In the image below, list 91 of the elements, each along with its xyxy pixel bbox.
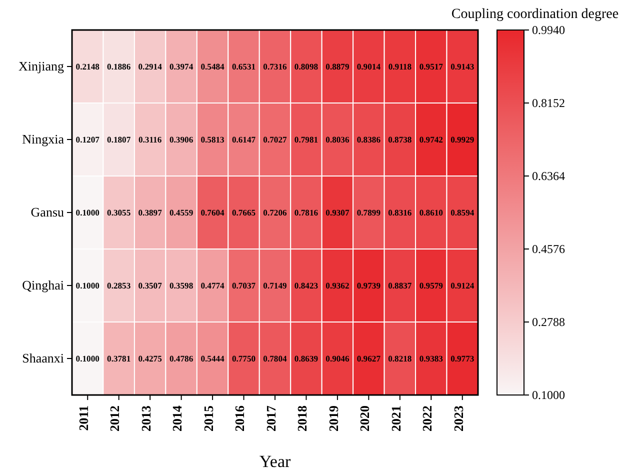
data-label: 0.7149	[263, 280, 287, 291]
color-bar-label: 0.6364	[532, 168, 565, 183]
data-label: 0.9517	[419, 62, 444, 72]
data-label: 0.9046	[326, 354, 350, 364]
color-bar-label: 0.2788	[532, 314, 565, 329]
x-tick-label: 2020	[357, 406, 372, 432]
data-label: 0.9362	[326, 280, 350, 291]
data-label: 0.3055	[107, 208, 131, 218]
data-label: 0.4774	[200, 280, 226, 291]
color-bar-label: 0.4576	[532, 242, 565, 256]
data-label: 0.9773	[450, 354, 474, 364]
x-tick-label: 2021	[388, 406, 404, 432]
y-tick-label: Ningxia	[22, 132, 64, 147]
data-label: 0.7027	[263, 134, 288, 145]
x-tick-label: 2018	[294, 405, 310, 432]
color-bar-label: 0.8152	[532, 96, 565, 110]
data-label: 0.9014	[356, 62, 382, 72]
data-label: 0.2148	[76, 62, 100, 72]
data-label: 0.5813	[200, 134, 224, 145]
data-label: 0.8738	[388, 134, 412, 145]
data-label: 0.8837	[388, 280, 412, 291]
data-label: 0.9742	[419, 134, 443, 145]
data-label: 0.9579	[419, 280, 443, 291]
data-label: 0.8098	[294, 62, 319, 72]
color-bar-label: 0.1000	[532, 388, 565, 402]
data-label: 0.8639	[294, 354, 318, 364]
y-tick-label: Xinjiang	[18, 58, 64, 74]
data-label: 0.8218	[388, 354, 412, 364]
data-label: 0.4275	[138, 354, 162, 364]
data-label: 0.3781	[107, 354, 131, 364]
data-label: 0.1886	[107, 62, 132, 72]
data-label: 0.8594	[450, 208, 475, 218]
y-tick-label: Gansu	[30, 204, 64, 220]
data-label: 0.8423	[294, 280, 318, 291]
data-label: 0.6147	[232, 134, 256, 145]
data-label: 0.2914	[138, 62, 163, 72]
data-label: 0.8610	[419, 208, 443, 218]
data-label: 0.9118	[388, 62, 412, 72]
data-label: 0.5484	[200, 62, 226, 72]
data-label: 0.9307	[326, 208, 350, 218]
data-label: 0.9124	[450, 280, 475, 291]
data-label: 0.9627	[356, 354, 382, 364]
data-label: 0.3598	[169, 280, 194, 291]
data-label: 0.8879	[326, 62, 350, 72]
data-label: 0.7750	[232, 354, 256, 364]
color-bar-title: Coupling coordination degree	[451, 7, 619, 22]
data-label: 0.3116	[138, 134, 162, 145]
x-axis-title: Year	[259, 452, 291, 471]
data-label: 0.5444	[200, 354, 226, 364]
color-bar-label: 0.9940	[532, 22, 565, 37]
data-label: 0.1207	[76, 134, 100, 145]
data-label: 0.1807	[107, 134, 132, 145]
data-label: 0.8036	[326, 134, 350, 145]
data-label: 0.6531	[232, 62, 256, 72]
data-label: 0.3974	[169, 62, 194, 72]
x-tick-label: 2013	[138, 405, 154, 432]
x-tick-label: 2022	[420, 406, 435, 432]
data-label: 0.3897	[138, 208, 163, 218]
x-tick-label: 2015	[200, 405, 216, 432]
x-tick-label: 2014	[170, 405, 185, 432]
y-tick-label: Shaanxi	[22, 350, 64, 366]
data-label: 0.9143	[450, 62, 474, 72]
data-label: 0.7899	[356, 208, 381, 218]
data-label: 0.7604	[200, 208, 226, 218]
data-label: 0.7665	[232, 208, 256, 218]
y-tick-label: Qinghai	[22, 278, 64, 293]
data-label: 0.9739	[356, 280, 381, 291]
data-label: 0.9383	[419, 354, 443, 364]
x-tick-label: 2016	[232, 405, 248, 432]
data-label: 0.4786	[169, 354, 194, 364]
data-label: 0.7816	[294, 208, 319, 218]
data-label: 0.1000	[76, 208, 100, 218]
data-label: 0.7316	[263, 62, 288, 72]
x-tick-label: 2012	[107, 406, 122, 432]
data-label: 0.7206	[263, 208, 288, 218]
data-label: 0.3906	[169, 134, 194, 145]
x-tick-label: 2017	[263, 405, 278, 432]
data-label: 0.7981	[294, 134, 318, 145]
data-label: 0.7804	[263, 354, 288, 364]
data-label: 0.3507	[138, 280, 163, 291]
data-label: 0.7037	[232, 280, 256, 291]
data-label: 0.8386	[356, 134, 382, 145]
x-tick-label: 2011	[76, 406, 91, 431]
data-label: 0.1000	[76, 280, 100, 291]
x-tick-label: 2023	[450, 405, 466, 432]
data-label: 0.8316	[388, 208, 412, 218]
data-label: 0.1000	[76, 354, 100, 364]
x-tick-label: 2019	[326, 405, 341, 432]
data-label: 0.2853	[107, 280, 131, 291]
data-label: 0.4559	[169, 208, 194, 218]
data-label: 0.9929	[450, 134, 474, 145]
